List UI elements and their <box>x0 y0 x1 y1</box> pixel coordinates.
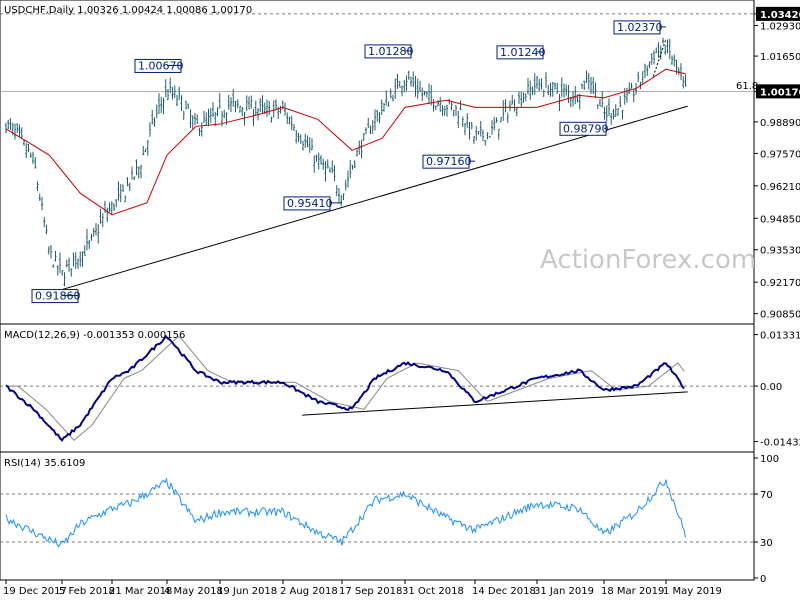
x-tick-label: 14 Dec 2018 <box>472 586 536 597</box>
macd-signal-line <box>6 336 685 442</box>
macd-y-tick-label: 0.00 <box>760 382 782 393</box>
x-tick-label: 19 Jun 2018 <box>217 586 277 597</box>
annotation-label: 1.01280 <box>368 45 414 58</box>
rsi-y-tick-label: 30 <box>760 538 773 549</box>
high-extension-line <box>652 38 667 77</box>
price-y-tick-label: 0.90850 <box>760 310 800 321</box>
rsi-header: RSI(14) 35.6109 <box>4 458 85 469</box>
fib-label: 61.8 <box>736 81 758 92</box>
macd-trendline <box>302 391 688 416</box>
x-tick-label: 31 Jan 2019 <box>534 586 594 597</box>
price-trendline <box>61 105 688 291</box>
x-tick-label: 17 Sep 2018 <box>339 586 402 597</box>
price-header: USDCHF,Daily 1.00326 1.00424 1.00086 1.0… <box>4 5 252 16</box>
x-tick-label: 4 May 2018 <box>164 586 223 597</box>
rsi-y-tick-label: 0 <box>760 574 766 585</box>
price-y-tick-label: 0.94850 <box>760 214 800 225</box>
macd-y-tick-label: 0.013319 <box>760 331 800 342</box>
annotation-label: 0.95410 <box>287 197 333 210</box>
macd-panel: MACD(12,26,9) -0.001353 0.000156 0.01331… <box>0 323 800 453</box>
annotation-label: 1.01240 <box>500 46 546 59</box>
annotation-label: 0.97160 <box>426 155 472 168</box>
x-tick-label: 1 May 2019 <box>663 586 722 597</box>
annotation-label: 0.98790 <box>563 122 609 135</box>
last-price-label: 1.00170 <box>760 87 800 98</box>
price-y-tick-label: 0.93530 <box>760 246 800 257</box>
x-tick-label: 18 Mar 2019 <box>601 586 664 597</box>
rsi-y-tick-label: 70 <box>760 490 773 501</box>
annotation-label: 0.91860 <box>35 290 81 303</box>
ohlc-bars <box>5 37 687 287</box>
x-tick-label: 19 Dec 2017 <box>3 586 67 597</box>
price-y-tick-label: 0.97570 <box>760 149 800 160</box>
annotation-label: 1.00670 <box>138 59 184 72</box>
resistance-label: 1.03420 <box>760 10 800 21</box>
macd-line <box>5 334 685 442</box>
price-y-tick-label: 0.92170 <box>760 278 800 289</box>
moving-average-line <box>5 68 686 216</box>
x-tick-label: 31 Oct 2018 <box>402 586 464 597</box>
watermark: ActionForex.com <box>540 245 756 275</box>
price-y-tick-label: 0.96210 <box>760 182 800 193</box>
price-y-tick-label: 1.01650 <box>760 52 800 63</box>
macd-header: MACD(12,26,9) -0.001353 0.000156 <box>4 330 185 341</box>
rsi-line <box>5 477 686 548</box>
price-y-tick-label: 1.02930 <box>760 22 800 33</box>
resistance-tag <box>756 6 800 21</box>
x-tick-label: 5 Feb 2018 <box>59 586 115 597</box>
price-panel: USDCHF,Daily 1.00326 1.00424 1.00086 1.0… <box>0 0 800 325</box>
annotation-label: 1.02370 <box>617 21 663 34</box>
price-y-tick-label: 0.98890 <box>760 118 800 129</box>
x-tick-label: 21 Mar 2018 <box>109 586 172 597</box>
rsi-panel: RSI(14) 35.6109 100 70 30 0 <box>0 451 779 585</box>
x-tick-label: 2 Aug 2018 <box>280 586 338 597</box>
macd-y-tick-label: -0.014323 <box>760 438 800 449</box>
rsi-y-tick-label: 100 <box>760 454 779 465</box>
last-price-tag <box>756 84 800 99</box>
